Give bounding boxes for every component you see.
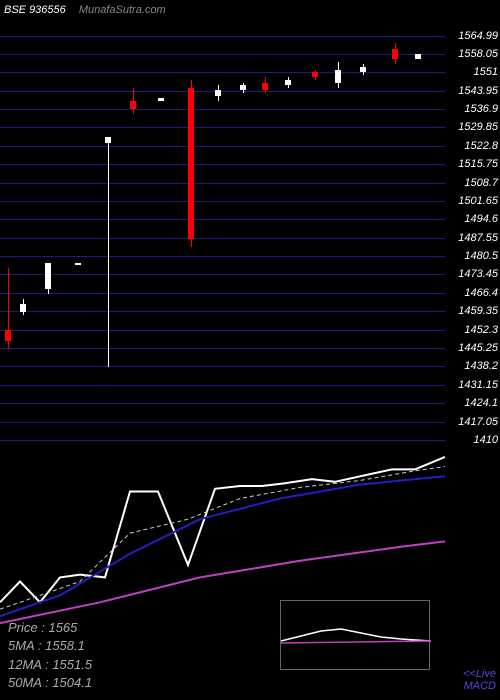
info-box: Price : 1565 5MA : 1558.1 12MA : 1551.5 … <box>8 619 92 692</box>
ma5-row: 5MA : 1558.1 <box>8 637 92 655</box>
grid-line <box>0 274 445 275</box>
indicator-chart-panel: Price : 1565 5MA : 1558.1 12MA : 1551.5 … <box>0 450 500 700</box>
ma50-row: 50MA : 1504.1 <box>8 674 92 692</box>
grid-line <box>0 366 445 367</box>
candle-wick <box>108 137 109 367</box>
grid-line <box>0 293 445 294</box>
grid-line <box>0 146 445 147</box>
price-value: 1565 <box>48 620 77 635</box>
y-axis-label: 1551 <box>474 66 498 78</box>
y-axis-label: 1543.95 <box>458 85 498 97</box>
candle-body <box>312 72 318 77</box>
candle-body <box>188 88 194 239</box>
grid-line <box>0 36 445 37</box>
y-axis-label: 1466.4 <box>464 287 498 299</box>
candle-body <box>215 90 221 95</box>
inset-line <box>281 641 431 643</box>
macd-label: <<Live MACD <box>463 668 496 692</box>
grid-line <box>0 183 445 184</box>
y-axis-label: 1438.2 <box>464 360 498 372</box>
grid-line <box>0 403 445 404</box>
y-axis-label: 1431.15 <box>458 379 498 391</box>
grid-line <box>0 219 445 220</box>
grid-line <box>0 109 445 110</box>
ma12-label: 12MA <box>8 657 41 672</box>
symbol-text: BSE 936556 <box>4 4 66 16</box>
grid-line <box>0 422 445 423</box>
grid-line <box>0 54 445 55</box>
price-chart-panel: 1564.99 1558.05 1551 1543.95 1536.9 1529.85 15… <box>0 20 500 440</box>
grid-line <box>0 311 445 312</box>
candle-body <box>392 49 398 59</box>
grid-line <box>0 72 445 73</box>
y-axis-label: 1494.6 <box>464 213 498 225</box>
ma12-row: 12MA : 1551.5 <box>8 656 92 674</box>
ma50-value: 1504.1 <box>52 675 92 690</box>
inset-line <box>281 629 431 641</box>
y-axis-label: 1529.85 <box>458 121 498 133</box>
candle-body <box>105 137 111 142</box>
inset-lines <box>281 601 431 671</box>
candle-body <box>45 263 51 289</box>
grid-line <box>0 256 445 257</box>
price-label: Price <box>8 620 38 635</box>
y-axis-label: 1487.55 <box>458 232 498 244</box>
chart-header: BSE 936556 MunafaSutra.com <box>4 4 166 16</box>
ma12-value: 1551.5 <box>52 657 92 672</box>
y-axis-label: 1452.3 <box>464 324 498 336</box>
y-axis-label: 1410 <box>474 434 498 446</box>
grid-line <box>0 164 445 165</box>
macd-text: MACD <box>463 680 496 692</box>
price-row: Price : 1565 <box>8 619 92 637</box>
y-axis-label: 1417.05 <box>458 416 498 428</box>
candle-body <box>415 54 421 59</box>
grid-line <box>0 91 445 92</box>
macd-live-text: <<Live <box>463 668 496 680</box>
y-axis-label: 1501.65 <box>458 195 498 207</box>
indicator-line-ma12 <box>0 476 445 616</box>
y-axis-label: 1522.8 <box>464 140 498 152</box>
y-axis-label: 1424.1 <box>464 397 498 409</box>
candle-body <box>158 98 164 101</box>
candle-body <box>20 304 26 312</box>
candle-body <box>130 101 136 109</box>
y-axis-label: 1473.45 <box>458 268 498 280</box>
site-text: MunafaSutra.com <box>79 4 166 16</box>
candle-body <box>335 70 341 83</box>
grid-line <box>0 440 445 441</box>
candle-body <box>262 83 268 91</box>
y-axis-label: 1515.75 <box>458 158 498 170</box>
y-axis-label: 1445.25 <box>458 342 498 354</box>
candle-body <box>240 85 246 90</box>
indicator-line-price_line <box>0 457 445 602</box>
y-axis-label: 1558.05 <box>458 48 498 60</box>
grid-line <box>0 238 445 239</box>
ma50-label: 50MA <box>8 675 41 690</box>
grid-line <box>0 201 445 202</box>
grid-line <box>0 330 445 331</box>
y-axis-label: 1536.9 <box>464 103 498 115</box>
grid-line <box>0 127 445 128</box>
candle-body <box>285 80 291 85</box>
macd-inset <box>280 600 430 670</box>
y-axis-label: 1564.99 <box>458 30 498 42</box>
grid-line <box>0 348 445 349</box>
y-axis-label: 1508.7 <box>464 177 498 189</box>
y-axis-label: 1459.35 <box>458 305 498 317</box>
y-axis-label: 1480.5 <box>464 250 498 262</box>
candle-body <box>75 263 81 266</box>
candle-body <box>5 330 11 340</box>
ma5-value: 1558.1 <box>45 638 85 653</box>
grid-line <box>0 385 445 386</box>
ma5-label: 5MA <box>8 638 34 653</box>
candle-body <box>360 67 366 72</box>
